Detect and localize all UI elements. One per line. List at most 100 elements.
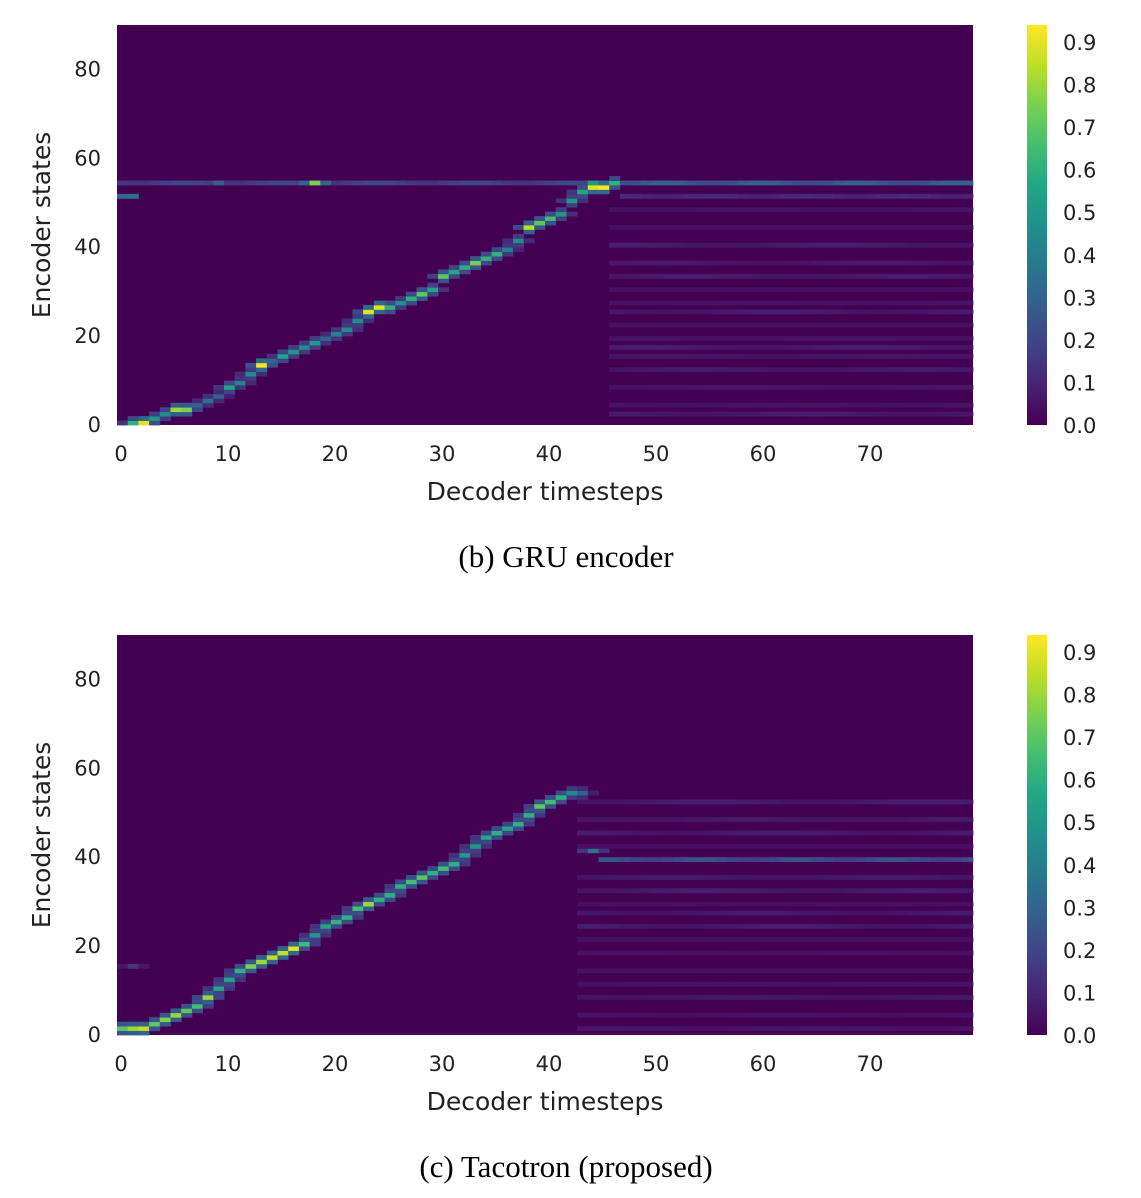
heatmap-cell bbox=[726, 995, 738, 1000]
heatmap-cell bbox=[801, 910, 813, 916]
heatmap-cell bbox=[705, 968, 717, 974]
heatmap-cell bbox=[309, 923, 321, 929]
x-axis-label: Decoder timesteps bbox=[427, 477, 664, 506]
heatmap-cell bbox=[609, 830, 621, 836]
heatmap-cell bbox=[138, 180, 150, 186]
heatmap-cell bbox=[791, 385, 803, 390]
heatmap-cell bbox=[833, 1026, 845, 1031]
heatmap-cell bbox=[940, 385, 952, 390]
heatmap-cell bbox=[705, 875, 717, 880]
heatmap-cell bbox=[769, 385, 781, 390]
heatmap-cell bbox=[823, 300, 835, 306]
heatmap-cell bbox=[919, 367, 931, 373]
heatmap-cell bbox=[737, 260, 749, 266]
heatmap-cell bbox=[609, 287, 621, 293]
heatmap-cell bbox=[866, 300, 878, 306]
heatmap-cell bbox=[855, 950, 867, 956]
heatmap-cell bbox=[759, 322, 771, 328]
heatmap-cell bbox=[609, 910, 621, 916]
heatmap-cell bbox=[694, 923, 706, 929]
heatmap-cell bbox=[855, 309, 867, 315]
heatmap-cell bbox=[759, 923, 771, 929]
heatmap-cell bbox=[416, 875, 428, 880]
heatmap-cell bbox=[191, 407, 203, 413]
heatmap-cell bbox=[833, 367, 845, 373]
heatmap-cell bbox=[159, 1021, 171, 1027]
heatmap-cell bbox=[887, 995, 899, 1000]
heatmap-cell bbox=[951, 309, 963, 315]
heatmap-cell bbox=[684, 336, 696, 341]
heatmap-cell bbox=[962, 300, 974, 306]
heatmap-cell bbox=[748, 937, 760, 943]
heatmap-cell bbox=[855, 242, 867, 248]
heatmap-cell bbox=[534, 220, 546, 226]
heatmap-cell bbox=[652, 411, 664, 417]
heatmap-cell bbox=[298, 932, 310, 938]
heatmap-cell bbox=[726, 336, 738, 341]
heatmap-cell bbox=[769, 950, 781, 956]
heatmap-cell bbox=[448, 273, 460, 279]
heatmap-cell bbox=[791, 937, 803, 943]
heatmap-cell bbox=[694, 875, 706, 880]
heatmap-cell bbox=[619, 367, 631, 373]
heatmap-cell bbox=[833, 817, 845, 823]
heatmap-cell bbox=[951, 1012, 963, 1018]
heatmap-cell bbox=[641, 193, 653, 199]
heatmap-cell bbox=[844, 260, 856, 266]
heatmap-cell bbox=[908, 180, 920, 186]
heatmap-cell bbox=[844, 273, 856, 279]
heatmap-cell bbox=[652, 968, 664, 974]
heatmap-cell bbox=[759, 336, 771, 341]
heatmap-cell bbox=[919, 995, 931, 1000]
heatmap-cell bbox=[737, 843, 749, 849]
colorbar-tick-label: 0.9 bbox=[1063, 641, 1096, 665]
heatmap-cell bbox=[127, 1030, 139, 1036]
heatmap-cell bbox=[684, 322, 696, 328]
heatmap-cell bbox=[416, 287, 428, 293]
heatmap-cell bbox=[780, 260, 792, 266]
heatmap-cell bbox=[427, 273, 439, 279]
heatmap-cell bbox=[801, 260, 813, 266]
heatmap-cell bbox=[630, 937, 642, 943]
heatmap-cell bbox=[149, 1026, 161, 1031]
heatmap-cell bbox=[684, 260, 696, 266]
heatmap-cells bbox=[117, 635, 974, 1036]
heatmap-cell bbox=[673, 260, 685, 266]
heatmap-cell bbox=[866, 345, 878, 350]
heatmap-cell bbox=[694, 995, 706, 1000]
heatmap-cell bbox=[866, 981, 878, 987]
heatmap-cell bbox=[748, 260, 760, 266]
heatmap-cell bbox=[705, 207, 717, 213]
heatmap-cell bbox=[577, 795, 589, 800]
heatmap-cell bbox=[737, 923, 749, 929]
heatmap-cell bbox=[234, 977, 246, 983]
heatmap-cell bbox=[577, 923, 589, 929]
heatmap-cell bbox=[759, 901, 771, 907]
x-tick-label: 30 bbox=[429, 442, 456, 466]
heatmap-cell bbox=[791, 995, 803, 1000]
heatmap-cell bbox=[384, 888, 396, 894]
heatmap-cell bbox=[684, 937, 696, 943]
heatmap-cell bbox=[919, 345, 931, 350]
heatmap-cell bbox=[908, 888, 920, 894]
heatmap-cell bbox=[791, 353, 803, 359]
heatmap-cell bbox=[630, 857, 642, 863]
heatmap-cell bbox=[480, 830, 492, 836]
heatmap-cell bbox=[908, 322, 920, 328]
heatmap-cell bbox=[887, 345, 899, 350]
heatmap-cell bbox=[908, 402, 920, 408]
heatmap-cell bbox=[930, 225, 942, 230]
heatmap-cell bbox=[887, 888, 899, 894]
heatmap-cell bbox=[962, 950, 974, 956]
x-tick-label: 60 bbox=[750, 442, 777, 466]
heatmap-cell bbox=[898, 300, 910, 306]
heatmap-cell bbox=[694, 193, 706, 199]
heatmap-cell bbox=[855, 300, 867, 306]
heatmap-cell bbox=[705, 995, 717, 1000]
heatmap-cell bbox=[887, 937, 899, 943]
heatmap-cell bbox=[919, 193, 931, 199]
heatmap-cell bbox=[331, 915, 343, 920]
heatmap-cell bbox=[673, 242, 685, 248]
heatmap-cell bbox=[298, 946, 310, 951]
heatmap-cell bbox=[769, 995, 781, 1000]
